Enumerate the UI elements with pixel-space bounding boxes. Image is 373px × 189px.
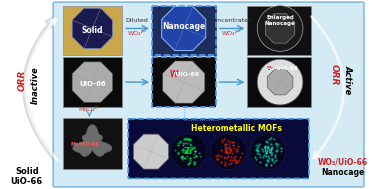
Text: W: W: [263, 147, 273, 156]
FancyBboxPatch shape: [247, 57, 311, 107]
Text: W: W: [267, 66, 273, 71]
Text: MoO₄²⁻: MoO₄²⁻: [78, 107, 101, 112]
Text: Zr: Zr: [184, 147, 194, 156]
Text: Mo/UiO-66: Mo/UiO-66: [70, 141, 99, 146]
Polygon shape: [72, 8, 113, 49]
Text: Enlarged: Enlarged: [266, 15, 294, 20]
Text: ORR: ORR: [329, 64, 338, 86]
Text: Solid: Solid: [15, 167, 39, 176]
Polygon shape: [72, 62, 113, 102]
Polygon shape: [267, 69, 293, 95]
Text: Heterometallic MOFs: Heterometallic MOFs: [191, 124, 282, 133]
Circle shape: [250, 134, 286, 170]
FancyArrowPatch shape: [26, 19, 58, 160]
Text: Inactive: Inactive: [31, 66, 40, 104]
FancyArrowPatch shape: [312, 15, 345, 158]
Text: Diluted: Diluted: [126, 18, 148, 23]
FancyBboxPatch shape: [63, 57, 122, 107]
Polygon shape: [134, 134, 168, 169]
Text: −2/UiO-66: −2/UiO-66: [266, 66, 298, 71]
Text: Nanocage: Nanocage: [265, 21, 295, 26]
Text: /UiO-66: /UiO-66: [173, 72, 199, 77]
Circle shape: [257, 6, 303, 51]
Text: Nanocage: Nanocage: [162, 22, 206, 31]
Text: O: O: [225, 147, 232, 156]
FancyArrowPatch shape: [312, 17, 344, 158]
FancyBboxPatch shape: [152, 57, 216, 107]
Circle shape: [257, 59, 303, 105]
FancyBboxPatch shape: [128, 119, 309, 178]
FancyArrowPatch shape: [25, 19, 58, 162]
Text: WO₃/UiO-66: WO₃/UiO-66: [317, 157, 368, 166]
Polygon shape: [73, 125, 112, 156]
Polygon shape: [163, 61, 205, 103]
FancyBboxPatch shape: [247, 6, 311, 55]
Polygon shape: [162, 6, 206, 50]
Text: ORR: ORR: [18, 69, 26, 91]
Text: W: W: [170, 70, 178, 79]
Text: UiO-66: UiO-66: [79, 81, 106, 87]
Circle shape: [171, 134, 207, 170]
Text: Solid: Solid: [82, 26, 103, 35]
FancyBboxPatch shape: [152, 6, 216, 55]
FancyBboxPatch shape: [53, 2, 364, 187]
Text: Active: Active: [343, 65, 352, 95]
FancyBboxPatch shape: [63, 118, 122, 170]
Text: WO₄²⁻: WO₄²⁻: [222, 31, 241, 36]
FancyBboxPatch shape: [63, 6, 122, 55]
Polygon shape: [265, 14, 295, 43]
Text: UiO-66: UiO-66: [11, 177, 43, 186]
Text: Concentrated: Concentrated: [210, 18, 253, 23]
Text: Nanocage: Nanocage: [321, 168, 364, 177]
Text: WO₄²⁻: WO₄²⁻: [127, 31, 147, 36]
Circle shape: [210, 134, 246, 170]
